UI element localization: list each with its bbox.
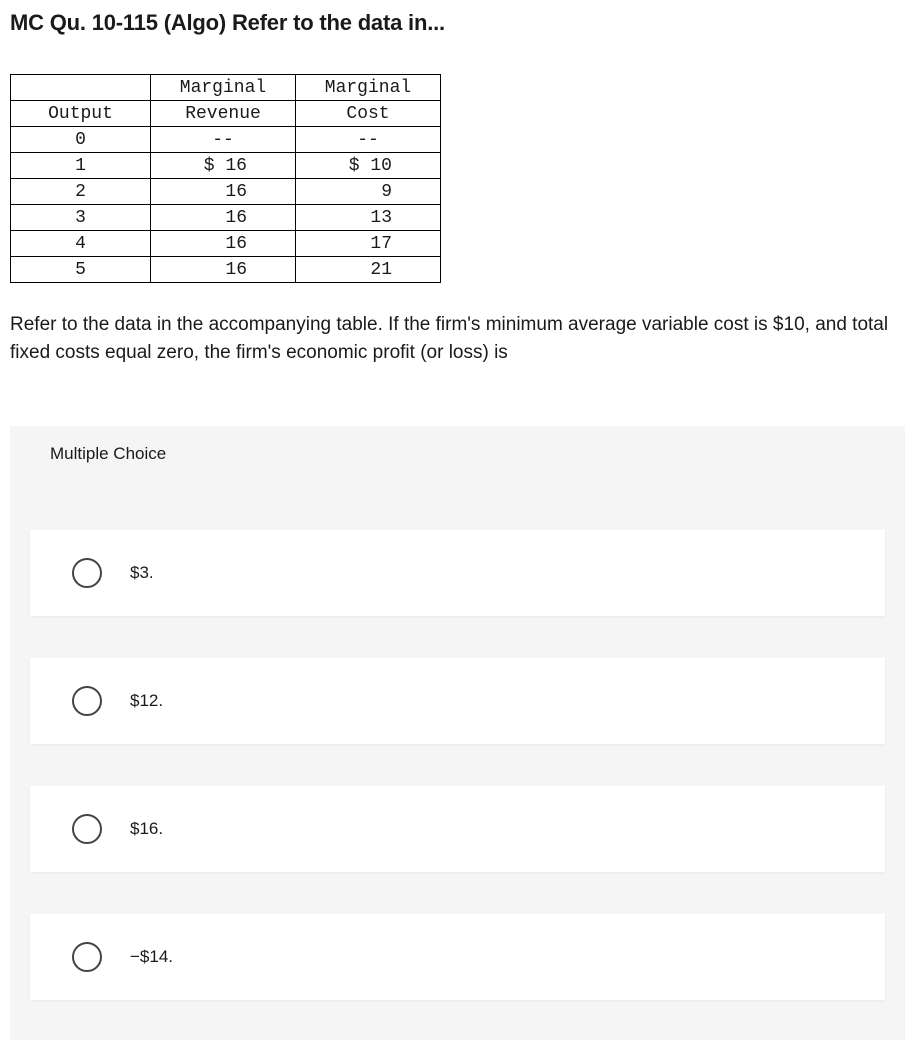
option-label: $16. bbox=[130, 819, 163, 839]
table-cell: 16 bbox=[151, 231, 296, 257]
table-cell: 13 bbox=[296, 205, 441, 231]
data-table: Marginal Marginal Output Revenue Cost 0 … bbox=[10, 74, 441, 283]
table-cell: 21 bbox=[296, 257, 441, 283]
table-cell: -- bbox=[151, 127, 296, 153]
option-label: −$14. bbox=[130, 947, 173, 967]
table-cell: 5 bbox=[11, 257, 151, 283]
table-row: 4 16 17 bbox=[11, 231, 441, 257]
table-cell: 2 bbox=[11, 179, 151, 205]
table-header-cell bbox=[11, 75, 151, 101]
table-header-cell: Cost bbox=[296, 101, 441, 127]
table-cell: 3 bbox=[11, 205, 151, 231]
table-cell: 17 bbox=[296, 231, 441, 257]
radio-icon[interactable] bbox=[72, 942, 102, 972]
question-title: MC Qu. 10-115 (Algo) Refer to the data i… bbox=[10, 10, 905, 36]
table-header-cell: Revenue bbox=[151, 101, 296, 127]
table-cell: 1 bbox=[11, 153, 151, 179]
table-row: 2 16 9 bbox=[11, 179, 441, 205]
radio-icon[interactable] bbox=[72, 558, 102, 588]
table-row: 1 $ 16 $ 10 bbox=[11, 153, 441, 179]
table-cell: 16 bbox=[151, 205, 296, 231]
option-2[interactable]: $16. bbox=[30, 786, 885, 872]
option-label: $12. bbox=[130, 691, 163, 711]
option-label: $3. bbox=[130, 563, 154, 583]
table-cell: -- bbox=[296, 127, 441, 153]
table-header-cell: Output bbox=[11, 101, 151, 127]
option-1[interactable]: $12. bbox=[30, 658, 885, 744]
table-row: 5 16 21 bbox=[11, 257, 441, 283]
multiple-choice-label: Multiple Choice bbox=[10, 426, 905, 480]
table-cell: 0 bbox=[11, 127, 151, 153]
table-cell: 4 bbox=[11, 231, 151, 257]
radio-icon[interactable] bbox=[72, 814, 102, 844]
option-0[interactable]: $3. bbox=[30, 530, 885, 616]
option-3[interactable]: −$14. bbox=[30, 914, 885, 1000]
table-row: 0 -- -- bbox=[11, 127, 441, 153]
table-header-cell: Marginal bbox=[151, 75, 296, 101]
question-prompt: Refer to the data in the accompanying ta… bbox=[10, 311, 905, 366]
table-cell: 16 bbox=[151, 179, 296, 205]
table-header-cell: Marginal bbox=[296, 75, 441, 101]
table-row: 3 16 13 bbox=[11, 205, 441, 231]
table-cell: $ 16 bbox=[151, 153, 296, 179]
table-cell: 16 bbox=[151, 257, 296, 283]
radio-icon[interactable] bbox=[72, 686, 102, 716]
spacer bbox=[10, 480, 905, 530]
multiple-choice-section: Multiple Choice $3. $12. $16. −$14. bbox=[10, 426, 905, 1040]
table-cell: 9 bbox=[296, 179, 441, 205]
table-cell: $ 10 bbox=[296, 153, 441, 179]
